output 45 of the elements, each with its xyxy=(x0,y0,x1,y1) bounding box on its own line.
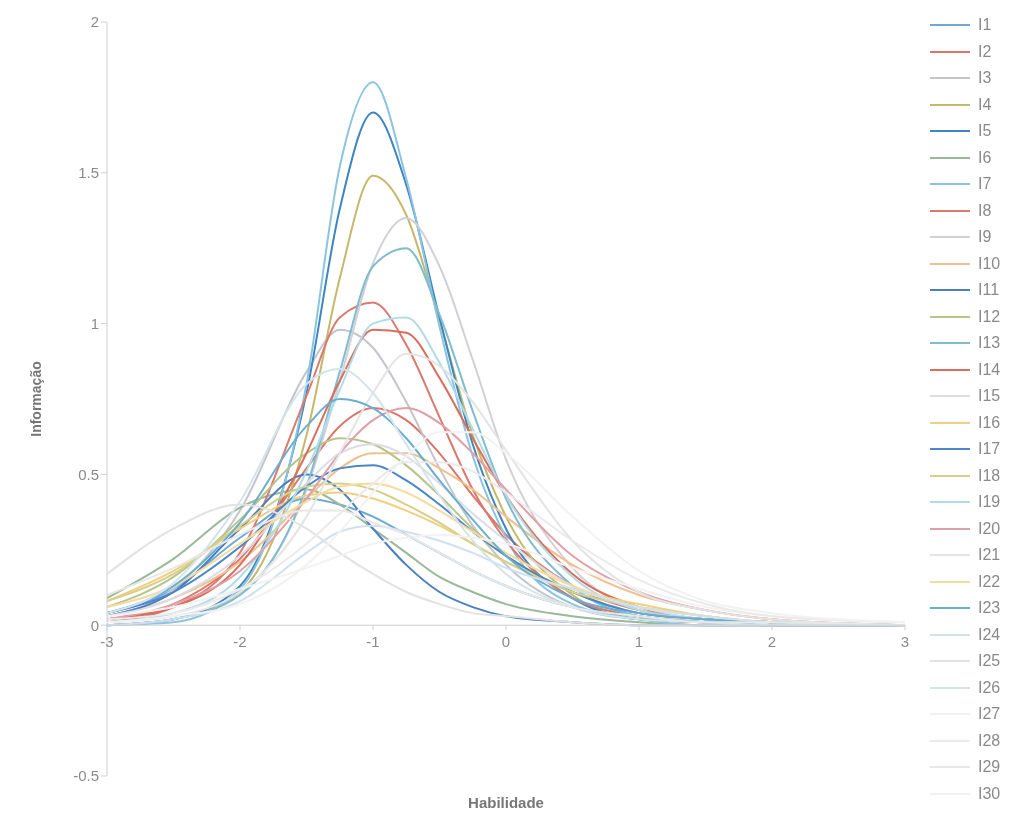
x-tick-label: 1 xyxy=(634,633,644,651)
legend-label: I20 xyxy=(978,519,1001,538)
legend-label: I19 xyxy=(978,493,1001,512)
legend-label: I7 xyxy=(978,175,992,194)
legend-label: I21 xyxy=(978,546,1001,565)
legend-label: I14 xyxy=(978,360,1001,379)
legend-label: I11 xyxy=(978,281,1000,300)
x-tick-label: -1 xyxy=(366,633,380,651)
y-tick-label: 0.5 xyxy=(78,465,99,483)
legend-label: I17 xyxy=(978,440,1001,459)
legend-label: I13 xyxy=(978,334,1001,353)
y-tick-label: 1.5 xyxy=(78,164,99,182)
legend-label: I10 xyxy=(978,254,1001,273)
legend-label: I27 xyxy=(978,705,1001,724)
y-tick-label: 0 xyxy=(90,616,99,634)
x-tick-label: -2 xyxy=(233,633,247,651)
legend-label: I18 xyxy=(978,466,1001,485)
legend-label: I25 xyxy=(978,652,1001,671)
legend-label: I24 xyxy=(978,625,1001,644)
legend-label: I15 xyxy=(978,387,1001,406)
x-tick-label: 2 xyxy=(767,633,777,651)
legend-label: I6 xyxy=(978,148,992,167)
legend-label: I28 xyxy=(978,731,1001,750)
legend-label: I23 xyxy=(978,599,1001,618)
legend-label: I16 xyxy=(978,413,1001,432)
legend-label: I30 xyxy=(978,784,1001,803)
legend-label: I8 xyxy=(978,201,992,220)
y-tick-label: 2 xyxy=(90,13,99,31)
legend-label: I12 xyxy=(978,307,1001,326)
legend-label: I3 xyxy=(978,69,992,88)
x-tick-label: 3 xyxy=(900,633,910,651)
x-axis-title: Habilidade xyxy=(468,794,544,811)
legend-label: I2 xyxy=(978,42,992,61)
legend-label: I5 xyxy=(978,122,992,141)
legend-label: I22 xyxy=(978,572,1001,591)
y-axis-title: Informação xyxy=(27,361,44,437)
y-tick-label: -0.5 xyxy=(73,767,99,785)
x-tick-label: 0 xyxy=(501,633,511,651)
x-tick-label: -3 xyxy=(100,633,114,651)
legend-label: I29 xyxy=(978,758,1001,777)
legend-label: I4 xyxy=(978,95,992,114)
legend-label: I9 xyxy=(978,228,992,247)
legend-label: I26 xyxy=(978,678,1001,697)
y-tick-label: 1 xyxy=(90,314,99,332)
legend-label: I1 xyxy=(978,16,992,35)
